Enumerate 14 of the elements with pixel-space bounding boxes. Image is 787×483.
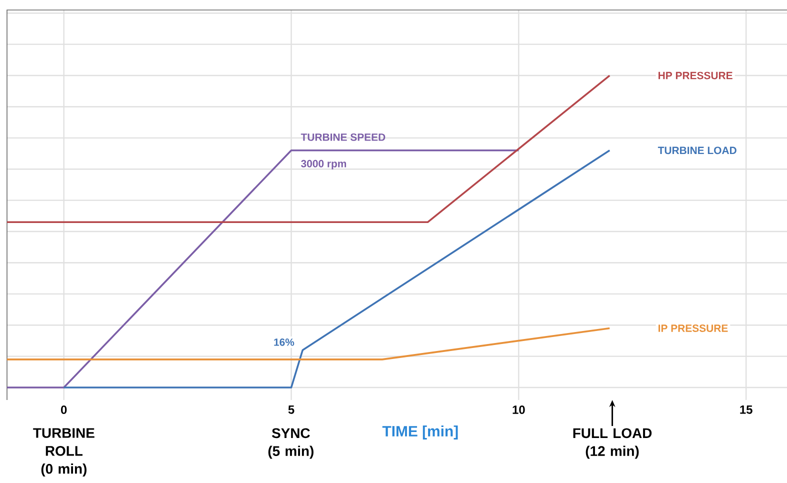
annotation: 3000 rpm bbox=[301, 160, 346, 170]
text: SYNC (5 min) bbox=[268, 428, 314, 459]
text: TURBINE LOAD bbox=[658, 146, 736, 154]
text: IP PRESSURE bbox=[658, 324, 728, 332]
x-tick-label: 10 bbox=[512, 406, 525, 414]
x-tick-label: 15 bbox=[740, 406, 752, 414]
annotation: 16% bbox=[274, 338, 294, 346]
x-tick-label: 5 bbox=[288, 406, 294, 414]
text: HP PRESSURE bbox=[658, 72, 732, 80]
series-label: TURBINE SPEED bbox=[300, 133, 386, 141]
x-axis-title: TIME [min] bbox=[382, 426, 458, 440]
x-tick-label: 0 bbox=[60, 406, 67, 414]
text: FULL LOAD (12 min) bbox=[573, 428, 652, 459]
text: TURBINE ROLL (0 min) bbox=[33, 428, 94, 477]
